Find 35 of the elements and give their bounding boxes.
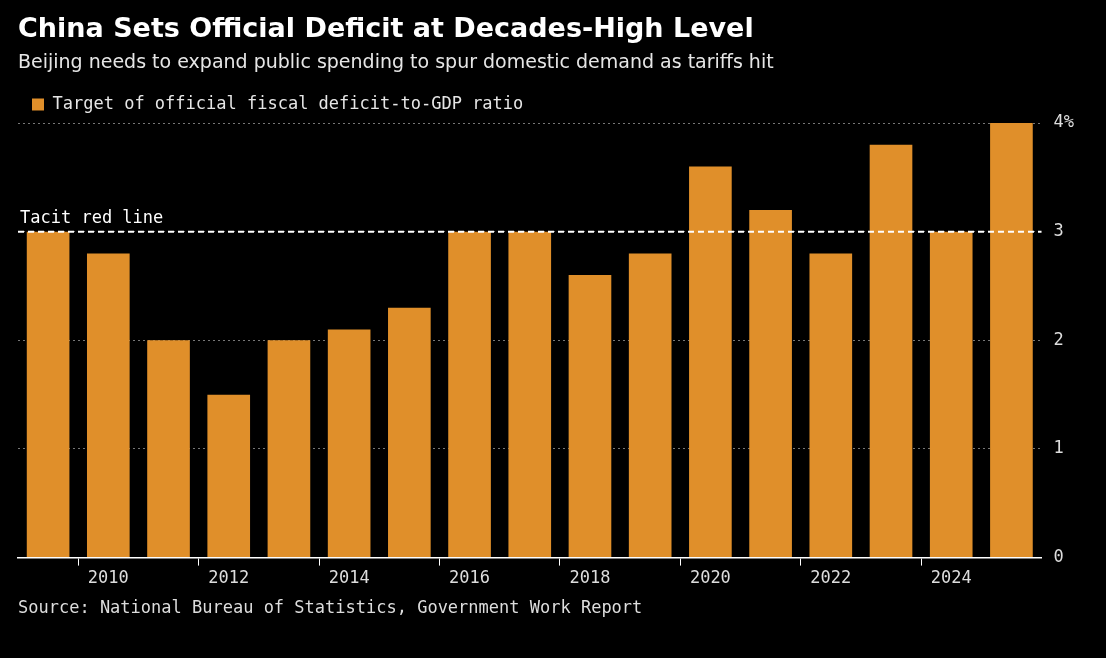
x-tick-label: 2022 — [810, 567, 852, 588]
y-tick-label: 0 — [1053, 546, 1064, 567]
chart-title: China Sets Official Deficit at Decades-High Level — [18, 12, 754, 43]
x-tick-label: 2014 — [328, 567, 370, 588]
x-tick-label: 2010 — [87, 567, 129, 588]
source-note: Source: National Bureau of Statistics, Government Work Report — [18, 597, 643, 617]
x-tick-label: 2016 — [449, 567, 491, 588]
y-tick-label: 4% — [1053, 111, 1075, 132]
y-tick-label: 2 — [1053, 328, 1064, 349]
bar — [327, 329, 371, 558]
bar — [929, 231, 973, 558]
bar — [207, 394, 251, 558]
ref-line-label: Tacit red line — [20, 206, 164, 227]
bar — [147, 340, 190, 558]
bar — [689, 166, 732, 558]
bar — [990, 123, 1033, 558]
bar — [448, 231, 491, 558]
x-tick-label: 2012 — [208, 567, 250, 588]
bar — [869, 144, 913, 558]
bar — [568, 275, 612, 558]
bar — [267, 340, 311, 558]
y-tick-label: 1 — [1053, 437, 1064, 458]
bar — [388, 307, 431, 558]
legend-label: Target of official fiscal deficit-to-GDP ratio — [52, 92, 524, 113]
x-tick-label: 2018 — [569, 567, 611, 588]
bar — [86, 253, 130, 558]
bar — [508, 231, 552, 558]
bar — [749, 209, 792, 558]
bar — [628, 253, 672, 558]
bar — [809, 253, 853, 558]
x-tick-label: 2024 — [930, 567, 972, 588]
y-tick-label: 3 — [1053, 220, 1064, 241]
bar — [26, 231, 70, 558]
x-tick-label: 2020 — [689, 567, 731, 588]
chart-subtitle: Beijing needs to expand public spending to spur domestic demand as tariffs hit — [18, 50, 774, 72]
